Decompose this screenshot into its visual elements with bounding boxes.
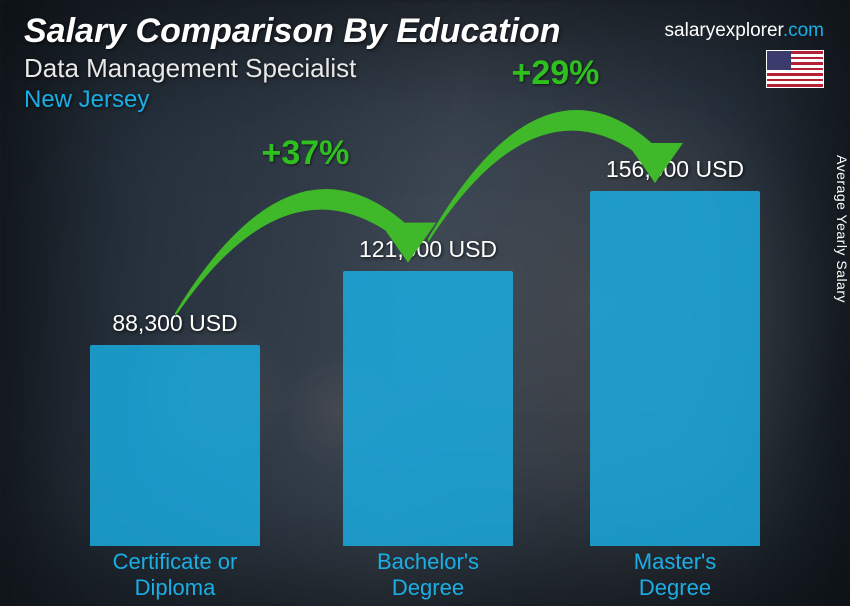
arc-arrow-icon	[40, 140, 840, 560]
flag-icon	[766, 50, 824, 88]
brand-logo: salaryexplorer.com	[665, 20, 824, 42]
chart-location: New Jersey	[24, 86, 826, 114]
percent-increase: +37%	[262, 134, 350, 173]
chart-subtitle: Data Management Specialist	[24, 53, 826, 84]
y-axis-label: Average Yearly Salary	[834, 155, 850, 303]
bar-chart: 88,300 USD121,000 USD156,000 USD+37%+29%	[40, 140, 790, 546]
brand-name: salaryexplorer	[665, 20, 783, 41]
brand-suffix: .com	[783, 20, 824, 41]
bar-label: Master'sDegree	[565, 549, 785, 600]
bar-label: Certificate orDiploma	[65, 549, 285, 600]
bar-label: Bachelor'sDegree	[318, 549, 538, 600]
